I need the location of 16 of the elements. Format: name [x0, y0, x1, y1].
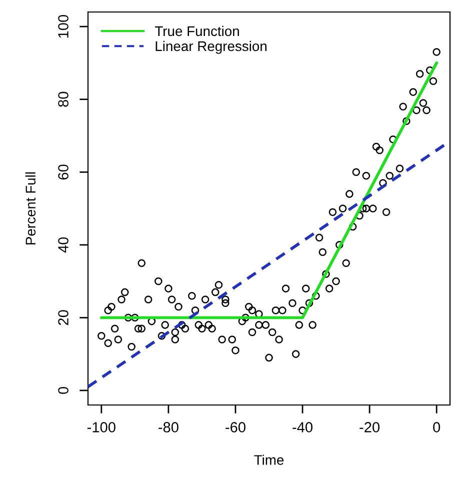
legend-label: Linear Regression [156, 40, 266, 54]
x-tick-label: -80 [158, 422, 178, 432]
legend-label: True Function [154, 26, 239, 36]
x-axis-title: Time [254, 454, 284, 465]
y-axis-title: Percent Full [25, 172, 36, 244]
x-tick-label: -20 [360, 422, 380, 432]
x-tick-label: -40 [292, 422, 312, 432]
y-tick-label: 100 [58, 14, 68, 38]
x-tick-label: -60 [226, 422, 246, 432]
y-tick-label: 0 [58, 386, 68, 394]
x-tick-label: 0 [433, 422, 440, 432]
y-tick-label: 60 [58, 164, 68, 180]
y-tick-label: 80 [58, 92, 68, 107]
y-tick-label: 40 [58, 237, 68, 253]
y-tick-label: 20 [58, 310, 68, 326]
x-tick-label: -100 [87, 422, 116, 432]
